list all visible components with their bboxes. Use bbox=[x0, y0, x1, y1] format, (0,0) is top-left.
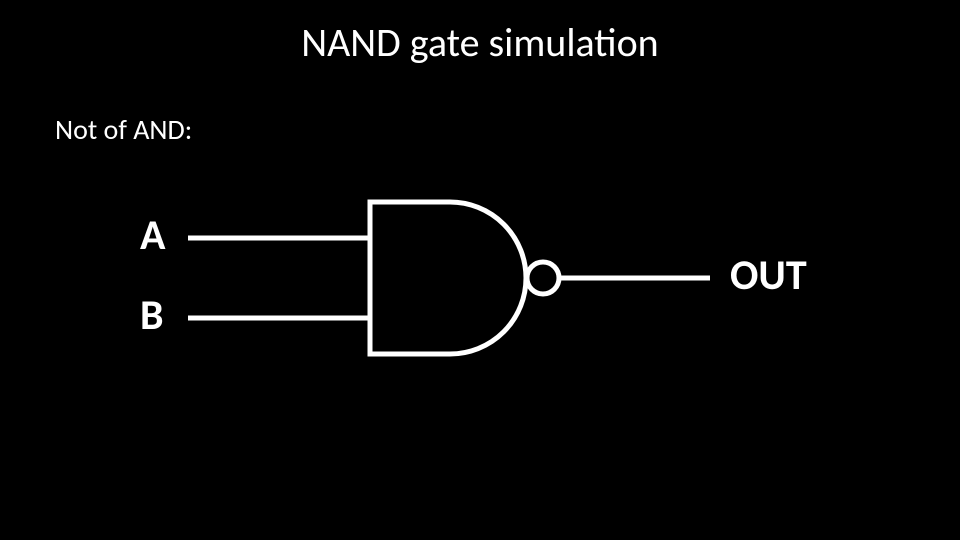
nand-gate-svg bbox=[140, 180, 840, 400]
not-bubble-icon bbox=[527, 262, 559, 294]
page-title: NAND gate simulation bbox=[0, 18, 960, 67]
and-body-icon bbox=[370, 202, 526, 354]
subtitle-text: Not of AND: bbox=[55, 112, 192, 147]
nand-gate-diagram: A B OUT bbox=[140, 180, 840, 400]
